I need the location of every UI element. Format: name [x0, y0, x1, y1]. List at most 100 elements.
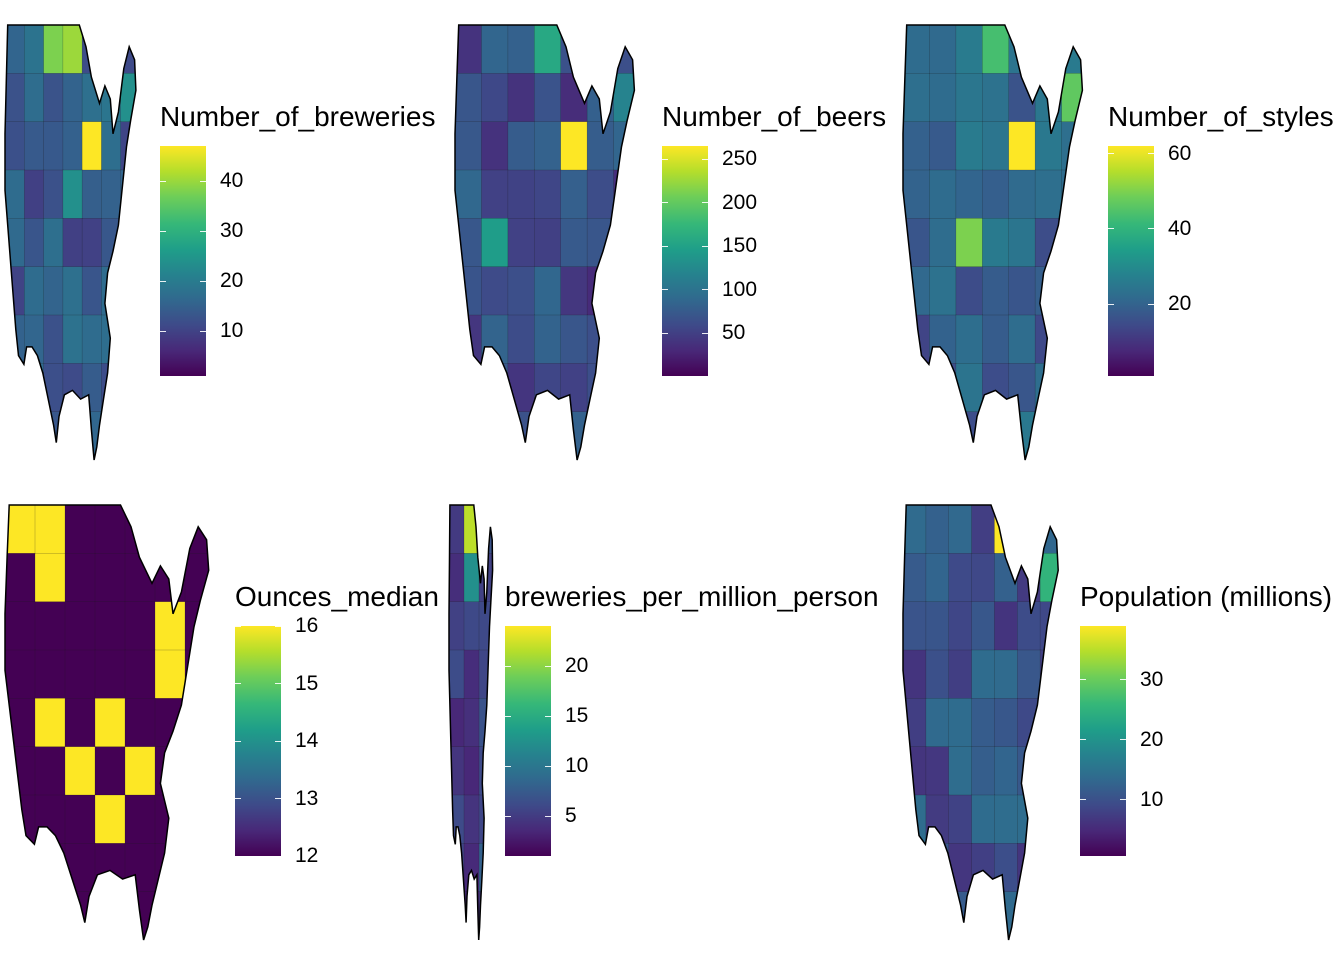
state-region: [1039, 601, 1059, 651]
colorbar-tick-label: 15: [295, 671, 319, 695]
state-region: [43, 266, 64, 316]
state-region: [1017, 891, 1041, 940]
state-region: [903, 169, 931, 219]
state-region: [903, 553, 927, 603]
state-region: [507, 411, 536, 460]
state-region: [1034, 121, 1063, 171]
colorbar-tick: [160, 180, 166, 182]
state-region: [24, 266, 45, 316]
state-region: [560, 363, 588, 413]
state-region: [94, 649, 126, 699]
state-region: [449, 794, 465, 844]
state-region: [929, 411, 957, 460]
state-region: [5, 411, 25, 460]
state-region: [64, 649, 96, 699]
state-region: [94, 698, 126, 748]
state-region: [613, 314, 635, 364]
state-region: [971, 746, 996, 796]
legend-title: Number_of_styles: [1108, 101, 1334, 132]
colorbar-tick: [275, 625, 281, 627]
colorbar-tick-label: 200: [722, 190, 758, 214]
state-region: [34, 649, 66, 699]
state-region: [982, 121, 1010, 171]
state-region: [154, 794, 186, 844]
country-outline: [902, 504, 1059, 941]
state-region: [971, 505, 996, 554]
colorbar: [662, 146, 708, 376]
state-region: [613, 411, 635, 460]
state-region: [481, 411, 509, 460]
colorbar-tick: [235, 855, 241, 857]
state-region: [586, 314, 615, 364]
colorbar-tick: [1080, 679, 1086, 681]
colorbar-tick: [1080, 739, 1086, 741]
state-region: [1017, 746, 1041, 796]
state-region: [507, 121, 536, 171]
state-region: [1061, 363, 1083, 413]
state-region: [955, 218, 984, 268]
state-region: [62, 73, 83, 123]
state-region: [534, 314, 562, 364]
colorbar-tick-label: 50: [722, 321, 746, 345]
state-region: [1017, 843, 1041, 893]
state-region: [929, 266, 957, 316]
state-region: [124, 601, 156, 651]
legend-title: Ounces_median: [235, 581, 439, 612]
state-region: [184, 843, 209, 893]
state-region: [507, 73, 536, 123]
state-region: [994, 505, 1019, 554]
state-region: [994, 601, 1019, 651]
state-region: [971, 843, 996, 893]
colorbar-tick: [702, 158, 708, 160]
state-region: [43, 169, 64, 219]
state-region: [925, 794, 950, 844]
state-region: [955, 363, 984, 413]
state-region: [64, 843, 96, 893]
state-region: [925, 505, 950, 554]
state-region: [481, 218, 509, 268]
colorbar-tick: [702, 245, 708, 247]
colorbar-tick: [662, 202, 668, 204]
colorbar-tick: [275, 683, 281, 684]
state-region: [971, 698, 996, 748]
colorbar-tick: [662, 245, 668, 247]
state-region: [929, 314, 957, 364]
colorbar-tick: [545, 715, 551, 717]
state-region: [613, 73, 635, 123]
state-region: [449, 891, 465, 940]
state-region: [455, 169, 483, 219]
country-outline: [448, 504, 494, 941]
state-region: [64, 698, 96, 748]
state-region: [971, 794, 996, 844]
state-region: [481, 73, 509, 123]
state-region: [101, 25, 122, 74]
state-region: [184, 553, 209, 603]
state-region: [81, 218, 103, 268]
state-region: [449, 553, 465, 603]
state-region: [982, 411, 1010, 460]
state-region: [455, 73, 483, 123]
state-region: [1039, 553, 1059, 603]
state-region: [455, 121, 483, 171]
colorbar-tick-label: 5: [565, 804, 577, 827]
state-region: [62, 121, 83, 171]
colorbar-tick: [505, 815, 511, 817]
state-region: [586, 363, 615, 413]
legend-title: Number_of_breweries: [160, 101, 436, 132]
state-region: [5, 266, 25, 316]
country-outline: [4, 504, 210, 941]
state-region: [1039, 891, 1059, 940]
state-region: [449, 505, 465, 554]
choropleth-map: [4, 504, 210, 941]
state-region: [955, 25, 984, 74]
state-region: [1008, 25, 1036, 74]
state-region: [994, 843, 1019, 893]
state-region: [948, 698, 973, 748]
state-region: [586, 25, 615, 74]
state-region: [1061, 218, 1083, 268]
state-region: [948, 601, 973, 651]
state-region: [120, 411, 136, 460]
state-region: [948, 891, 973, 940]
state-region: [64, 891, 96, 940]
state-region: [982, 25, 1010, 74]
